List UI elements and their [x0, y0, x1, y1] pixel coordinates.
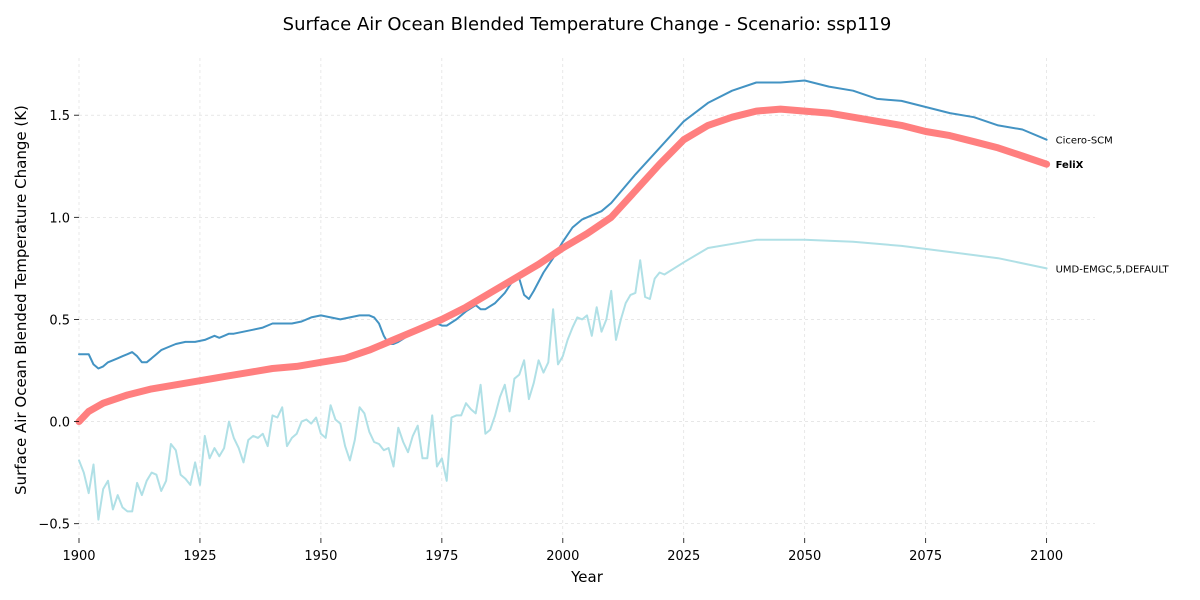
x-tick-label: 2075	[909, 549, 942, 564]
x-axis-label: Year	[570, 568, 604, 586]
series-label-umd-emgc-5-default: UMD-EMGC,5,DEFAULT	[1056, 264, 1170, 275]
x-tick-label: 2100	[1030, 549, 1063, 564]
y-axis-label: Surface Air Ocean Blended Temperature Ch…	[12, 105, 30, 495]
x-axis-ticks: 1900 1925 1950 1975 2000 2025 2050 2075 2100	[62, 538, 1063, 564]
series-line-umd-emgc-5-default	[78, 238, 1048, 521]
x-tick-label: 2050	[788, 549, 821, 564]
x-tick-label: 1925	[183, 549, 216, 564]
chart-title: Surface Air Ocean Blended Temperature Ch…	[283, 14, 892, 35]
y-tick-label: 1.0	[49, 211, 70, 226]
y-axis-ticks: −0.5 0.0 0.5 1.0 1.5	[38, 109, 79, 533]
y-tick-label: 1.5	[49, 109, 70, 124]
series-label-felix: FeliX	[1056, 160, 1084, 171]
series-line-felix	[75, 105, 1051, 426]
grid	[78, 58, 1095, 538]
y-tick-label: 0.0	[49, 416, 70, 431]
x-tick-label: 1900	[62, 549, 95, 564]
series-labels: UMD-EMGC,5,DEFAULT Cicero-SCM FeliX	[1056, 136, 1170, 276]
series-layer	[75, 79, 1051, 521]
y-tick-label: −0.5	[38, 518, 70, 533]
series-label-cicero-scm: Cicero-SCM	[1056, 136, 1113, 147]
x-tick-label: 2000	[546, 549, 579, 564]
x-tick-label: 1975	[425, 549, 458, 564]
x-tick-label: 1950	[304, 549, 337, 564]
y-tick-label: 0.5	[49, 313, 70, 328]
x-tick-label: 2025	[667, 549, 700, 564]
